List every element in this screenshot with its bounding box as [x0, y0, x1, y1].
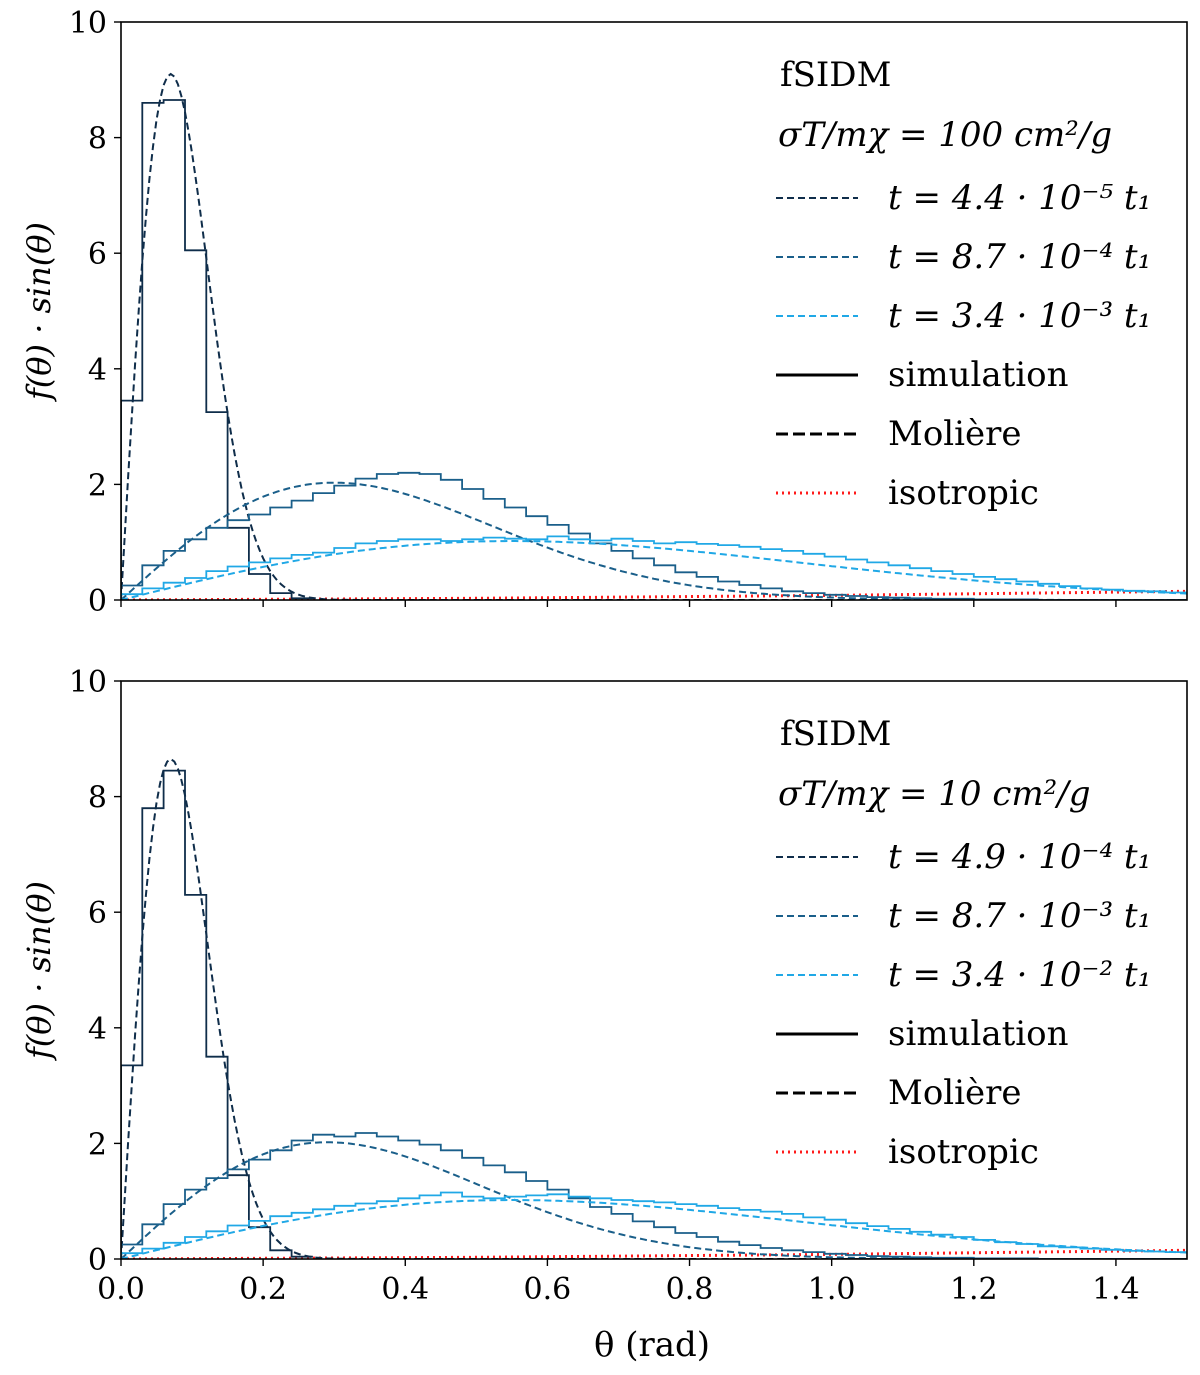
y-tick-label: 0	[88, 584, 107, 619]
simulation-histogram-3	[121, 535, 1187, 600]
x-tick-label: 1.2	[950, 1272, 998, 1307]
legend-label-1: t = 4.4 · 10⁻⁵ t₁	[888, 178, 1151, 218]
legend-label-3: t = 3.4 · 10⁻³ t₁	[888, 296, 1151, 336]
legend-label-5: Molière	[888, 1073, 1022, 1113]
legend: fSIDM σT/mχ = 100 cm²/g t = 4.4 · 10⁻⁵ t₁ t…	[776, 55, 1151, 513]
simulation-histogram-3	[121, 1191, 1187, 1259]
legend-label-6: isotropic	[888, 473, 1039, 513]
x-tick-label: 0.6	[524, 1272, 572, 1307]
axes-frame	[120, 680, 1188, 1260]
legend-title: fSIDM	[780, 714, 891, 754]
simulation-histogram-1	[121, 99, 313, 600]
simulation-histogram-1	[121, 769, 313, 1259]
y-tick-label: 10	[69, 6, 107, 41]
x-tick-label: 0.0	[97, 1272, 145, 1307]
y-tick-label: 4	[88, 353, 107, 388]
legend-label-2: t = 8.7 · 10⁻⁴ t₁	[888, 237, 1151, 277]
y-tick-label: 2	[88, 1127, 107, 1162]
legend-label-5: Molière	[888, 414, 1022, 454]
legend-label-1: t = 4.9 · 10⁻⁴ t₁	[888, 837, 1151, 877]
legend-label-3: t = 3.4 · 10⁻² t₁	[888, 955, 1151, 995]
moliere-curve-1	[121, 72, 1187, 600]
isotropic-line	[121, 589, 1187, 600]
y-tick-label: 8	[88, 781, 107, 816]
axes-frame	[120, 21, 1188, 601]
panel-1: 0 2 4 6 8 10 f(θ) · sin(θ) fSIDM σT/mχ = 100 cm²…	[20, 6, 1188, 619]
legend-label-2: t = 8.7 · 10⁻³ t₁	[888, 896, 1151, 936]
plot-area	[121, 72, 1187, 600]
legend-title: fSIDM	[780, 55, 891, 95]
panel-2: 0 2 4 6 8 10 0.0 0.2 0.4 0.6 0.8 1.0 1.2 1.4 f(θ) · si…	[20, 665, 1188, 1307]
legend-label-6: isotropic	[888, 1132, 1039, 1172]
x-tick-label: 0.4	[381, 1272, 429, 1307]
legend-label-4: simulation	[888, 355, 1069, 395]
y-tick-label: 2	[88, 468, 107, 503]
plot-area	[121, 757, 1187, 1259]
panels: 0 2 4 6 8 10 f(θ) · sin(θ) fSIDM σT/mχ = 100 cm²…	[20, 6, 1188, 1307]
isotropic-line	[121, 1248, 1187, 1259]
y-tick-label: 10	[69, 665, 107, 700]
legend-label-4: simulation	[888, 1014, 1069, 1054]
y-tick-label: 6	[88, 896, 107, 931]
y-axis-label: f(θ) · sin(θ)	[20, 222, 58, 402]
x-tick-label: 0.2	[239, 1272, 287, 1307]
moliere-curve-3	[121, 1199, 1187, 1259]
x-axis-label: θ (rad)	[594, 1325, 710, 1365]
legend: fSIDM σT/mχ = 10 cm²/g t = 4.9 · 10⁻⁴ t₁ t …	[776, 714, 1151, 1172]
moliere-curve-1	[121, 757, 1187, 1259]
legend-subtitle: σT/mχ = 100 cm²/g	[778, 115, 1112, 155]
x-tick-label: 1.4	[1092, 1272, 1140, 1307]
x-tick-label: 0.8	[666, 1272, 714, 1307]
y-tick-label: 8	[88, 122, 107, 157]
y-tick-label: 0	[88, 1243, 107, 1278]
y-tick-label: 4	[88, 1012, 107, 1047]
legend-subtitle: σT/mχ = 10 cm²/g	[778, 774, 1091, 814]
moliere-curve-3	[121, 540, 1187, 600]
y-tick-label: 6	[88, 237, 107, 272]
x-tick-label: 1.0	[808, 1272, 856, 1307]
moliere-curve-2	[121, 1141, 1187, 1259]
y-axis-label: f(θ) · sin(θ)	[20, 881, 58, 1061]
